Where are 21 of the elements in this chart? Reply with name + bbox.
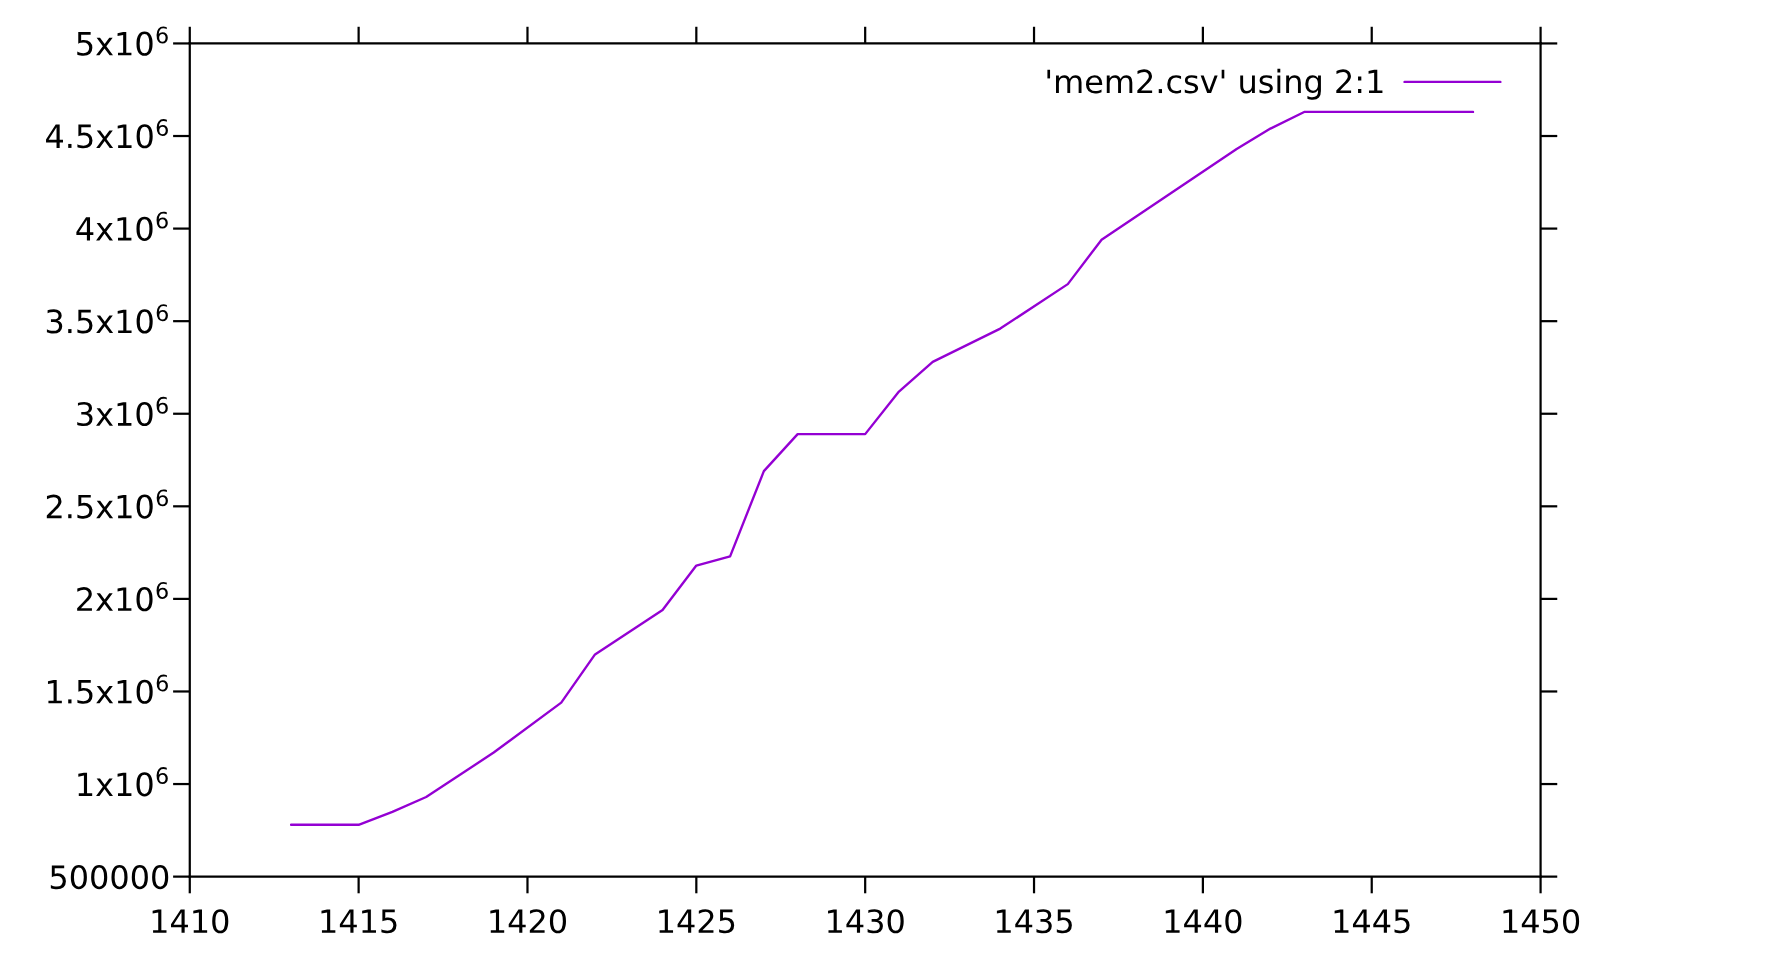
x-tick-label: 1425	[659, 909, 735, 934]
x-tick-label: 1440	[1165, 909, 1242, 934]
y-tick-label: 4x10$^{6}$	[76, 211, 168, 241]
y-tick-label: 500000	[50, 865, 169, 890]
y-tick-label: 3x10$^{6}$	[77, 396, 168, 427]
y-tick-label: 1.5x10$^{6}$	[47, 674, 168, 704]
line-series	[289, 110, 1475, 826]
x-tick-label: 1410	[152, 909, 229, 934]
x-tick-label: 1445	[1334, 909, 1410, 934]
x-tick-label: 1415	[321, 909, 397, 934]
y-tick-label: 2x10$^{6}$	[77, 581, 168, 612]
y-tick-label: 4.5x10$^{6}$	[46, 119, 168, 149]
y-tick-label: 1x10$^{6}$	[78, 767, 168, 797]
y-tick-label: 3.5x10$^{6}$	[46, 304, 168, 334]
legend-label: 'mem2.csv' using 2:1	[1047, 68, 1383, 100]
x-tick-label: 1435	[996, 909, 1072, 934]
y-tick-label: 2.5x10$^{6}$	[46, 489, 168, 519]
x-tick-label: 1430	[828, 909, 904, 934]
x-tick-label: 1420	[490, 909, 566, 934]
x-tick-label: 1450	[1503, 909, 1580, 934]
y-tick-label: 5x10$^{6}$	[77, 26, 168, 56]
